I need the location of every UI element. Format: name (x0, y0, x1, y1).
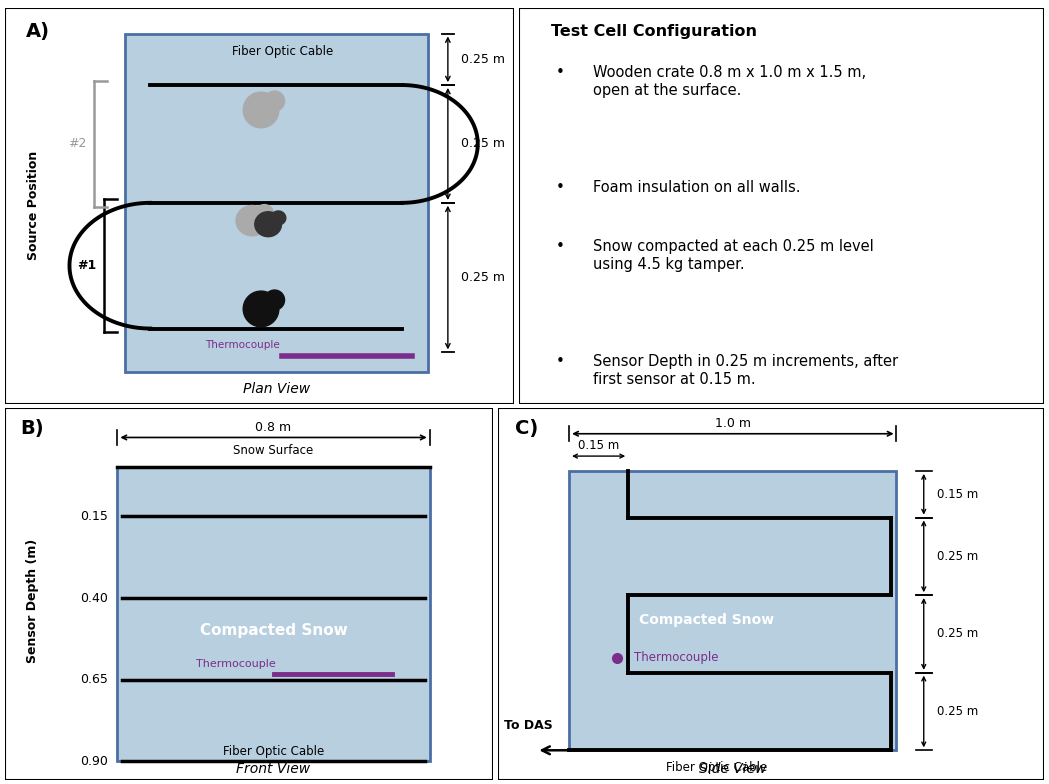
Polygon shape (236, 205, 269, 236)
Text: Test Cell Configuration: Test Cell Configuration (551, 24, 756, 38)
Text: 0.25 m: 0.25 m (938, 550, 979, 563)
Text: Compacted Snow: Compacted Snow (639, 613, 774, 627)
Text: 0.15: 0.15 (80, 510, 108, 523)
Polygon shape (271, 211, 285, 225)
Text: Side View: Side View (699, 762, 767, 776)
Text: •: • (556, 65, 564, 80)
Polygon shape (243, 93, 279, 128)
Text: #1: #1 (78, 260, 97, 272)
Text: 0.25 m: 0.25 m (938, 627, 979, 641)
Text: 1.0 m: 1.0 m (714, 417, 751, 430)
Polygon shape (255, 205, 274, 222)
Text: Thermocouple: Thermocouple (196, 659, 276, 669)
Text: Snow Surface: Snow Surface (233, 444, 314, 457)
Text: 0.25 m: 0.25 m (461, 137, 505, 151)
Text: Thermocouple: Thermocouple (634, 652, 719, 664)
Text: Sensor Depth (m): Sensor Depth (m) (25, 539, 39, 663)
Text: To DAS: To DAS (504, 719, 553, 731)
Text: 0.15 m: 0.15 m (938, 488, 979, 501)
Text: #2: #2 (68, 137, 87, 151)
Text: 0.25 m: 0.25 m (461, 53, 505, 66)
Text: Foam insulation on all walls.: Foam insulation on all walls. (593, 180, 800, 195)
FancyBboxPatch shape (125, 34, 428, 372)
Text: Plan View: Plan View (242, 382, 309, 396)
Text: •: • (556, 239, 564, 255)
Text: 0.90: 0.90 (80, 755, 108, 768)
Polygon shape (243, 291, 279, 327)
Text: B): B) (20, 419, 43, 437)
Text: 0.25 m: 0.25 m (461, 271, 505, 284)
Text: 0.65: 0.65 (80, 673, 108, 686)
FancyBboxPatch shape (5, 8, 514, 404)
Text: C): C) (515, 419, 538, 437)
Text: 0.8 m: 0.8 m (256, 421, 292, 434)
Text: •: • (556, 180, 564, 195)
Text: Snow compacted at each 0.25 m level
using 4.5 kg tamper.: Snow compacted at each 0.25 m level usin… (593, 239, 874, 272)
Text: Fiber Optic Cable: Fiber Optic Cable (222, 745, 324, 758)
Text: •: • (556, 354, 564, 369)
Text: Source Position: Source Position (26, 151, 40, 260)
FancyBboxPatch shape (5, 408, 493, 780)
Polygon shape (264, 290, 284, 310)
FancyBboxPatch shape (117, 467, 430, 761)
Text: Front View: Front View (236, 762, 311, 776)
Text: Compacted Snow: Compacted Snow (199, 623, 347, 638)
FancyBboxPatch shape (519, 8, 1044, 404)
FancyBboxPatch shape (570, 471, 897, 750)
Polygon shape (255, 212, 281, 237)
FancyBboxPatch shape (498, 408, 1044, 780)
Polygon shape (264, 91, 284, 111)
Text: Approximately 2 DAS channels per
sensor depth.: Approximately 2 DAS channels per sensor … (593, 469, 848, 502)
Text: Wooden crate 0.8 m x 1.0 m x 1.5 m,
open at the surface.: Wooden crate 0.8 m x 1.0 m x 1.5 m, open… (593, 65, 865, 98)
Text: 0.25 m: 0.25 m (938, 705, 979, 718)
Text: Thermocouple: Thermocouple (205, 340, 280, 350)
Text: A): A) (25, 22, 49, 41)
Text: Fiber Optic Cable: Fiber Optic Cable (666, 761, 767, 775)
Text: Sensor Depth in 0.25 m increments, after
first sensor at 0.15 m.: Sensor Depth in 0.25 m increments, after… (593, 354, 898, 387)
Text: Fiber Optic Cable: Fiber Optic Cable (232, 45, 333, 59)
Text: 0.40: 0.40 (80, 591, 108, 604)
Text: 0.15 m: 0.15 m (578, 439, 619, 452)
Text: •: • (556, 469, 564, 484)
